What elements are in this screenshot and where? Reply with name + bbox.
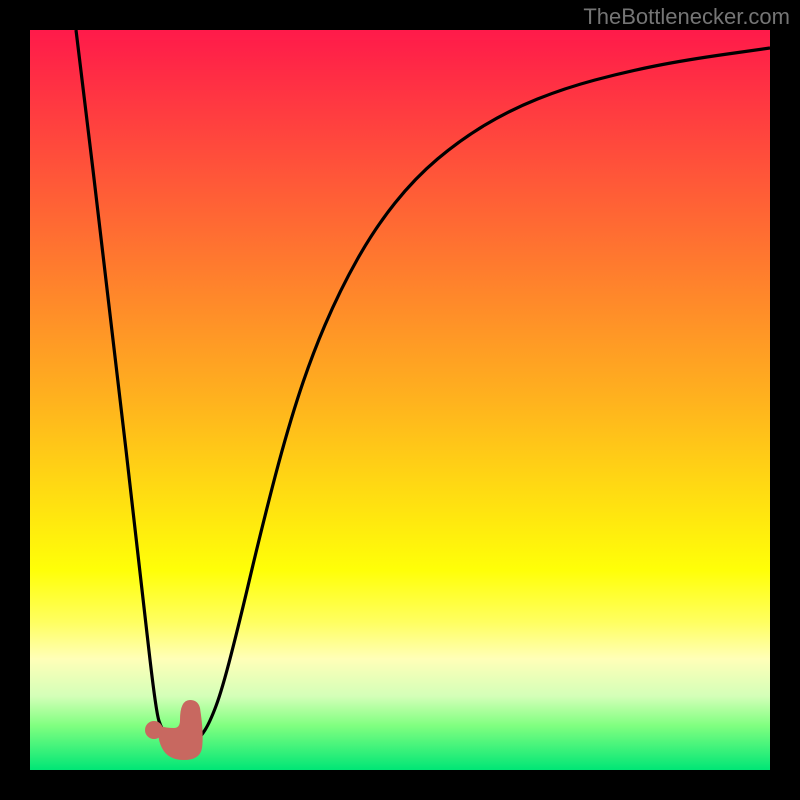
bottleneck-chart: [0, 0, 800, 800]
attribution-text: TheBottlenecker.com: [583, 4, 790, 30]
chart-container: TheBottlenecker.com: [0, 0, 800, 800]
